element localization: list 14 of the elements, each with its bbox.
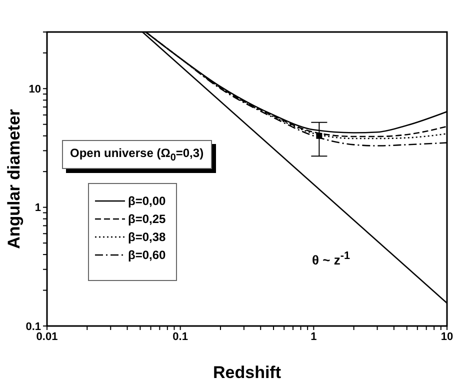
legend-label: β=0,38: [128, 230, 166, 244]
legend-label: β=0,00: [128, 194, 166, 208]
x-tick-label: 0.01: [36, 330, 58, 343]
y-tick-label: 0.1: [26, 320, 41, 333]
x-tick-label: 1: [310, 330, 317, 343]
y-axis-title: Angular diameter: [4, 108, 24, 249]
y-tick-label: 1: [34, 202, 41, 214]
x-axis-title: Redshift: [213, 363, 282, 382]
legend-label: β=0,25: [128, 212, 166, 226]
x-tick-label: 10: [440, 330, 454, 343]
y-tick-label: 10: [28, 84, 41, 96]
legend-label: β=0,60: [128, 248, 166, 262]
x-tick-label: 0.1: [172, 330, 188, 343]
annotation: θ ~ z$^{-1}$: [312, 250, 350, 268]
